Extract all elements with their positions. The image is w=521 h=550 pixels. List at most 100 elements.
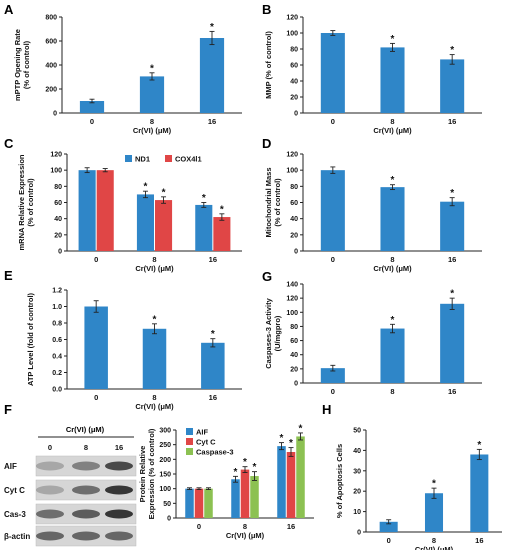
bar-e-2-0	[201, 342, 225, 389]
x-tick-label: 0	[90, 117, 94, 126]
significance-star: *	[450, 289, 454, 300]
blot-row: Cas-3	[4, 503, 137, 525]
legend-label: AIF	[196, 428, 209, 437]
x-axis-label: Cr(VI) (μM)	[135, 264, 174, 273]
y-tick-label: 250	[159, 442, 171, 449]
legend-label: ND1	[135, 155, 150, 164]
y-tick-label: 1.0	[52, 304, 62, 311]
y-tick-label: 100	[286, 168, 298, 175]
y-tick-label: 40	[290, 216, 298, 223]
blot-row-label: Cyt C	[4, 486, 25, 495]
y-tick-label: 80	[290, 47, 298, 54]
bar-f-1-1	[240, 469, 250, 518]
panel-label: C	[4, 136, 14, 151]
significance-star: *	[234, 467, 238, 478]
legend-swatch	[165, 155, 172, 162]
x-tick-label: 0	[331, 255, 335, 264]
y-tick-label: 50	[353, 428, 361, 435]
significance-star: *	[391, 34, 395, 45]
x-tick-label: 8	[432, 536, 436, 545]
y-tick-label: 20	[54, 232, 62, 239]
y-tick-label: 200	[159, 457, 171, 464]
blot-lane-label: 8	[84, 443, 88, 452]
y-tick-label: 60	[290, 63, 298, 70]
blot-band	[72, 461, 100, 471]
bar-a-0-0	[79, 101, 105, 113]
x-axis-label: Cr(VI) (μM)	[133, 126, 172, 135]
y-axis-label-line: (% of control)	[273, 178, 282, 227]
bar-c-2-1	[213, 217, 231, 251]
bar-f-2-2	[296, 436, 305, 518]
bar-f-1-2	[250, 476, 259, 518]
y-tick-label: 0	[58, 249, 62, 256]
y-tick-label: 80	[290, 324, 298, 331]
y-tick-label: 50	[163, 501, 171, 508]
y-tick-label: 200	[45, 87, 57, 94]
y-tick-label: 30	[353, 468, 361, 475]
bar-a-1-0	[139, 76, 165, 113]
blot-lane-label: 0	[48, 443, 52, 452]
x-tick-label: 0	[331, 117, 335, 126]
y-tick-label: 100	[159, 486, 171, 493]
blot-lane-label: 16	[115, 443, 123, 452]
y-tick-label: 0	[357, 530, 361, 537]
significance-star: *	[450, 188, 454, 199]
y-tick-label: 40	[353, 448, 361, 455]
x-tick-label: 16	[208, 117, 216, 126]
blot-band	[105, 461, 133, 471]
significance-star: *	[289, 438, 293, 449]
legend-swatch	[125, 155, 132, 162]
y-tick-label: 40	[290, 79, 298, 86]
panel-label: E	[4, 268, 13, 283]
bar-g-0-0	[320, 368, 345, 383]
significance-star: *	[210, 22, 214, 33]
x-tick-label: 16	[475, 536, 483, 545]
y-axis-label: mRNA Relative Expression(% of control)	[17, 154, 35, 250]
bar-f-0-2	[204, 488, 213, 518]
significance-star: *	[211, 329, 215, 340]
y-tick-label: 120	[286, 152, 298, 159]
x-tick-label: 16	[209, 393, 217, 402]
y-tick-label: 600	[45, 39, 57, 46]
y-axis-label: Mitochondrial Mass(% of control)	[264, 167, 282, 237]
y-tick-label: 60	[290, 200, 298, 207]
bar-d-0-0	[320, 170, 345, 251]
x-tick-label: 8	[150, 117, 154, 126]
y-tick-label: 400	[45, 63, 57, 70]
bar-f-0-0	[185, 488, 194, 518]
x-axis-label: Cr(VI) (μM)	[415, 545, 454, 550]
significance-star: *	[432, 479, 436, 490]
y-tick-label: 120	[286, 296, 298, 303]
significance-star: *	[299, 423, 303, 434]
x-tick-label: 8	[390, 387, 394, 396]
significance-star: *	[220, 204, 224, 215]
y-axis-label-line: (U/mgpro)	[273, 315, 282, 351]
significance-star: *	[202, 193, 206, 204]
y-axis-label-line: ATP Level (fold of control)	[26, 292, 35, 386]
blot-band	[72, 485, 100, 495]
y-axis-label-line: % of Apoptosis Cells	[335, 444, 344, 518]
x-tick-label: 0	[94, 393, 98, 402]
bar-b-0-0	[320, 33, 345, 113]
y-tick-label: 20	[290, 232, 298, 239]
blot-row: Cyt C	[4, 479, 137, 501]
x-tick-label: 8	[390, 117, 394, 126]
y-axis-label-line: (% of control)	[26, 178, 35, 227]
y-tick-label: 140	[286, 282, 298, 289]
bar-g-2-0	[440, 303, 465, 383]
blot-row: AIF	[4, 455, 137, 477]
y-tick-label: 20	[290, 95, 298, 102]
bar-h-0-0	[379, 521, 398, 532]
x-tick-label: 16	[287, 522, 295, 531]
bar-f-0-1	[194, 488, 204, 518]
y-tick-label: 0.4	[52, 354, 62, 361]
x-tick-label: 8	[152, 393, 156, 402]
bar-e-1-0	[142, 328, 167, 389]
panel-label: G	[262, 269, 272, 284]
bar-h-2-0	[470, 454, 489, 532]
bar-c-2-0	[195, 204, 213, 251]
bar-b-2-0	[440, 59, 465, 113]
legend-label: COX4l1	[175, 155, 202, 164]
